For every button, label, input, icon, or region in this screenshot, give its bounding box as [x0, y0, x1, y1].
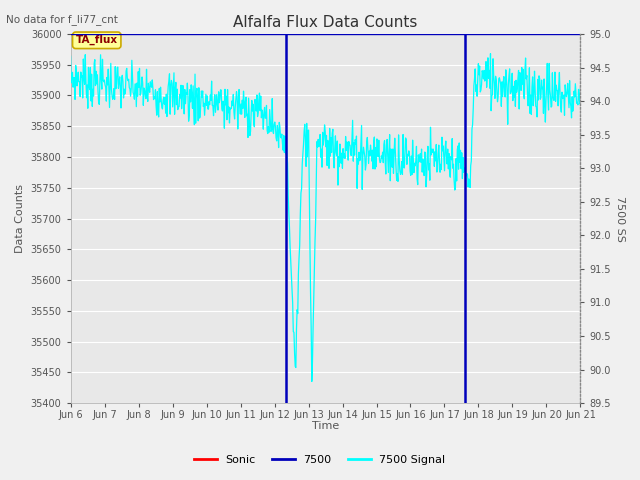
Legend: Sonic, 7500, 7500 Signal: Sonic, 7500, 7500 Signal [190, 451, 450, 469]
Text: TA_flux: TA_flux [76, 35, 118, 46]
Text: No data for f_li77_cnt: No data for f_li77_cnt [6, 14, 118, 25]
Title: Alfalfa Flux Data Counts: Alfalfa Flux Data Counts [234, 15, 418, 30]
Y-axis label: Data Counts: Data Counts [15, 184, 25, 253]
Y-axis label: 7500 SS: 7500 SS [615, 195, 625, 241]
X-axis label: Time: Time [312, 421, 339, 432]
